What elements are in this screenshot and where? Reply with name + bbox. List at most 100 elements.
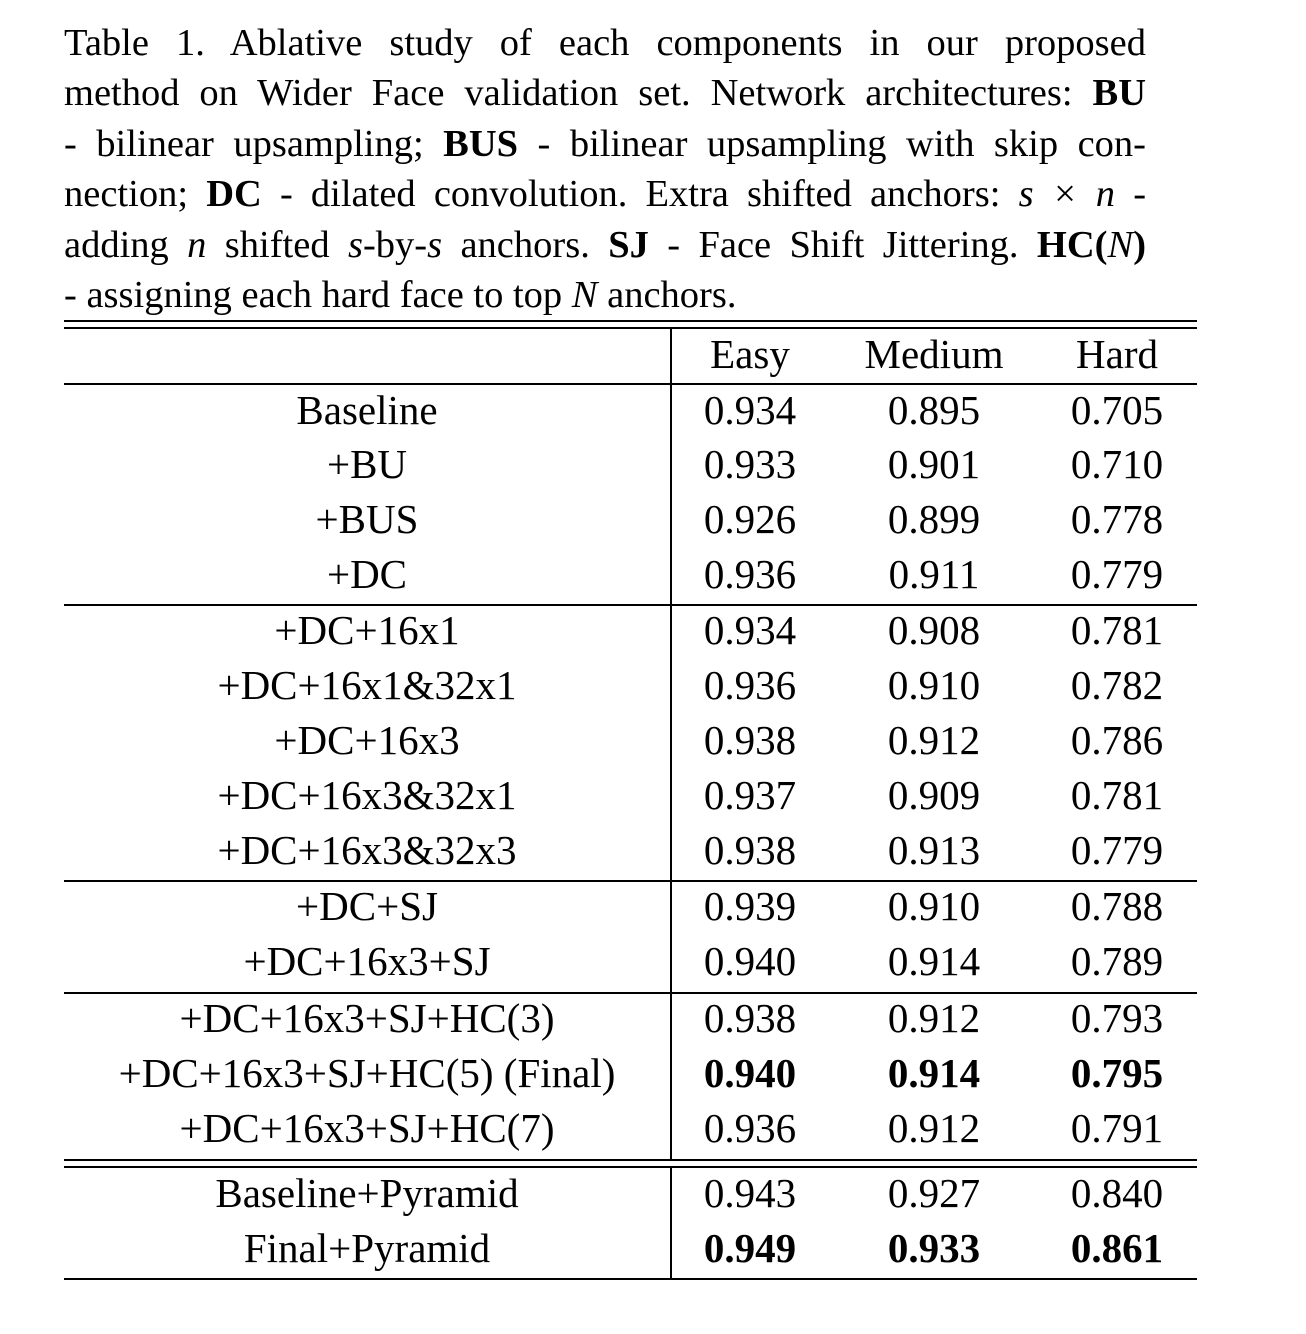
row-method: +DC+16x1	[274, 607, 460, 653]
row-easy-value: 0.938	[703, 827, 797, 873]
row-easy-value: 0.936	[703, 1105, 797, 1151]
caption-math: N	[1107, 223, 1134, 266]
row-medium-value: 0.933	[887, 1225, 981, 1271]
caption-line-5: adding n shifted s-by-s anchors. SJ - Fa…	[64, 220, 1146, 270]
table-bottom-rule	[64, 1278, 1197, 1280]
row-medium-value: 0.895	[887, 387, 981, 433]
caption-bold-term: HC(	[1036, 223, 1108, 266]
caption-text: - assigning each hard face to top	[64, 273, 563, 316]
row-hard-value: 0.779	[1070, 827, 1164, 873]
row-hard-value: 0.789	[1070, 938, 1164, 984]
row-easy-value: 0.934	[703, 607, 797, 653]
row-easy-value: 0.940	[703, 1050, 797, 1096]
row-easy-value: 0.936	[703, 662, 797, 708]
row-hard-value: 0.778	[1070, 496, 1164, 542]
row-easy-value: 0.936	[703, 551, 797, 597]
row-easy-value: 0.938	[703, 717, 797, 763]
row-medium-value: 0.908	[887, 607, 981, 653]
caption-text: - bilinear upsampling with skip con-	[537, 122, 1146, 165]
header-easy: Easy	[710, 331, 790, 377]
row-hard-value: 0.781	[1070, 607, 1164, 653]
header-medium: Medium	[864, 331, 1004, 377]
caption-text: Table 1. Ablative study of each componen…	[64, 22, 1146, 64]
row-medium-value: 0.912	[887, 1105, 981, 1151]
caption-text: -	[1133, 173, 1147, 216]
caption-line-6: - assigning each hard face to top N anch…	[64, 270, 1146, 320]
row-easy-value: 0.949	[703, 1225, 797, 1271]
caption-text: -by-	[362, 223, 428, 266]
caption-hc-term: HC(N)	[1037, 224, 1146, 266]
caption-s-by-s: s-by-s	[348, 224, 442, 266]
row-method: +DC+16x3+SJ+HC(7)	[179, 1105, 555, 1151]
row-method: +DC	[326, 551, 408, 597]
row-method: +DC+SJ	[296, 883, 438, 929]
caption-bold-term: SJ	[608, 223, 649, 266]
caption-line-2: method on Wider Face validation set. Net…	[64, 68, 1146, 118]
row-medium-value: 0.911	[888, 551, 980, 597]
row-hard-value: 0.710	[1070, 441, 1164, 487]
caption-line-4: nection; DC - dilated convolution. Extra…	[64, 169, 1146, 219]
caption-text: nection;	[64, 173, 189, 216]
row-method: +DC+16x3&32x3	[217, 827, 517, 873]
row-hard-value: 0.781	[1070, 772, 1164, 818]
row-hard-value: 0.788	[1070, 883, 1164, 929]
row-medium-value: 0.912	[887, 995, 981, 1041]
row-hard-value: 0.705	[1070, 387, 1164, 433]
row-medium-value: 0.909	[887, 772, 981, 818]
row-hard-value: 0.840	[1070, 1170, 1164, 1216]
row-method: +DC+16x1&32x1	[217, 662, 517, 708]
row-method: Baseline	[296, 387, 438, 433]
row-method: +BUS	[315, 496, 419, 542]
row-easy-value: 0.937	[703, 772, 797, 818]
row-hard-value: 0.795	[1070, 1050, 1164, 1096]
row-medium-value: 0.914	[887, 938, 981, 984]
caption-math: N	[571, 273, 598, 316]
caption-math: s × n	[1018, 173, 1116, 216]
row-medium-value: 0.913	[887, 827, 981, 873]
caption-bold-term: BUS	[443, 122, 519, 165]
caption-text: - Face Shift Jittering.	[667, 223, 1019, 266]
table-top-rule	[64, 320, 1197, 322]
row-medium-value: 0.899	[887, 496, 981, 542]
row-hard-value: 0.786	[1070, 717, 1164, 763]
row-hard-value: 0.791	[1070, 1105, 1164, 1151]
row-method: +DC+16x3&32x1	[217, 772, 517, 818]
row-medium-value: 0.914	[887, 1050, 981, 1096]
group-rule	[64, 880, 1197, 882]
header-hard: Hard	[1076, 331, 1158, 377]
row-method: +DC+16x3+SJ	[243, 938, 491, 984]
caption-line-1: Table 1. Ablative study of each componen…	[64, 18, 1146, 68]
table-caption: Table 1. Ablative study of each componen…	[64, 18, 1146, 320]
row-easy-value: 0.934	[703, 387, 797, 433]
row-method: +BU	[326, 441, 408, 487]
row-medium-value: 0.927	[887, 1170, 981, 1216]
row-medium-value: 0.910	[887, 662, 981, 708]
caption-bold-term: BU	[1092, 72, 1146, 115]
row-hard-value: 0.793	[1070, 995, 1164, 1041]
column-divider	[670, 1168, 672, 1280]
row-easy-value: 0.943	[703, 1170, 797, 1216]
row-easy-value: 0.939	[703, 883, 797, 929]
caption-line-3: - bilinear upsampling; BUS - bilinear up…	[64, 119, 1146, 169]
row-easy-value: 0.938	[703, 995, 797, 1041]
row-method: +DC+16x3+SJ+HC(3)	[179, 995, 555, 1041]
row-easy-value: 0.926	[703, 496, 797, 542]
row-method: +DC+16x3+SJ+HC(5) (Final)	[118, 1050, 616, 1096]
caption-math: n	[187, 223, 207, 266]
caption-bold-term: )	[1133, 223, 1147, 266]
caption-math: s	[347, 223, 363, 266]
group-rule-double-top	[64, 1159, 1197, 1161]
header-rule	[64, 383, 1197, 385]
caption-text: - dilated convolution. Extra shifted anc…	[279, 173, 1001, 216]
row-easy-value: 0.940	[703, 938, 797, 984]
row-medium-value: 0.901	[887, 441, 981, 487]
caption-bold-term: DC	[206, 173, 262, 216]
row-hard-value: 0.779	[1070, 551, 1164, 597]
row-hard-value: 0.861	[1070, 1225, 1164, 1271]
caption-math: s	[427, 223, 443, 266]
caption-text: shifted	[224, 223, 330, 266]
table-top-rule-double	[64, 327, 1197, 329]
group-rule-double-bottom	[64, 1166, 1197, 1168]
caption-text: anchors.	[607, 273, 737, 316]
row-medium-value: 0.910	[887, 883, 981, 929]
